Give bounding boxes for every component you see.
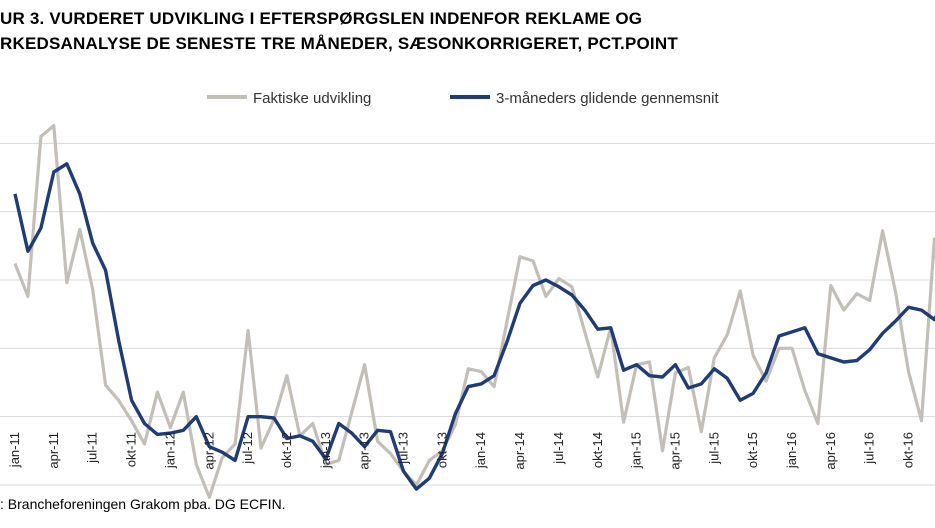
- x-tick-label: apr-15: [667, 432, 682, 470]
- series-lines: [13, 123, 935, 499]
- x-tick-label: apr-16: [823, 432, 838, 470]
- x-tick-label: okt-15: [745, 432, 760, 468]
- x-tick-label: jan-11: [7, 432, 22, 468]
- x-tick-label: jul-11: [85, 432, 100, 464]
- legend-label-average: 3-måneders glidende gennemsnit: [496, 90, 719, 107]
- x-tick-label: jan-14: [473, 432, 488, 469]
- series-line-actual: [13, 123, 935, 499]
- legend-label-actual: Faktiske udvikling: [253, 90, 371, 107]
- legend: Faktiske udvikling 3-måneders glidende g…: [207, 90, 719, 107]
- x-tick-label: okt-13: [434, 432, 449, 468]
- x-tick-label: jan-13: [318, 432, 333, 469]
- x-tick-label: jul-14: [551, 432, 566, 465]
- x-tick-label: apr-14: [512, 432, 527, 470]
- x-tick-label: jul-16: [862, 432, 877, 465]
- x-tick-label: jan-15: [629, 432, 644, 469]
- x-axis-tick-labels: jan-11 apr-11 jul-11 okt-11 jan-12 apr-12 jul-…: [7, 432, 916, 470]
- chart-title: UR 3. VURDERET UDVIKLING I EFTERSPØRGSLE…: [0, 6, 935, 56]
- chart-title-line-1: UR 3. VURDERET UDVIKLING I EFTERSPØRGSLE…: [0, 9, 643, 28]
- x-tick-label: jan-12: [162, 432, 177, 469]
- x-tick-label: okt-12: [279, 432, 294, 468]
- series-line-average: [13, 162, 935, 491]
- source-note: : Brancheforeningen Grakom pba. DG ECFIN…: [0, 496, 286, 512]
- x-tick-label: jul-12: [240, 432, 255, 465]
- x-tick-label: apr-12: [201, 432, 216, 470]
- x-tick-label: okt-16: [901, 432, 916, 468]
- x-tick-label: jul-13: [396, 432, 411, 465]
- x-tick-label: okt-14: [590, 432, 605, 468]
- chart-title-line-2: RKEDSANALYSE DE SENESTE TRE MÅNEDER, SÆS…: [0, 34, 678, 53]
- x-tick-label: jul-15: [706, 432, 721, 465]
- x-tick-label: okt-11: [124, 432, 139, 467]
- x-tick-label: jan-16: [784, 432, 799, 469]
- x-tick-label: apr-11: [46, 432, 61, 469]
- x-tick-label: apr-13: [357, 432, 372, 470]
